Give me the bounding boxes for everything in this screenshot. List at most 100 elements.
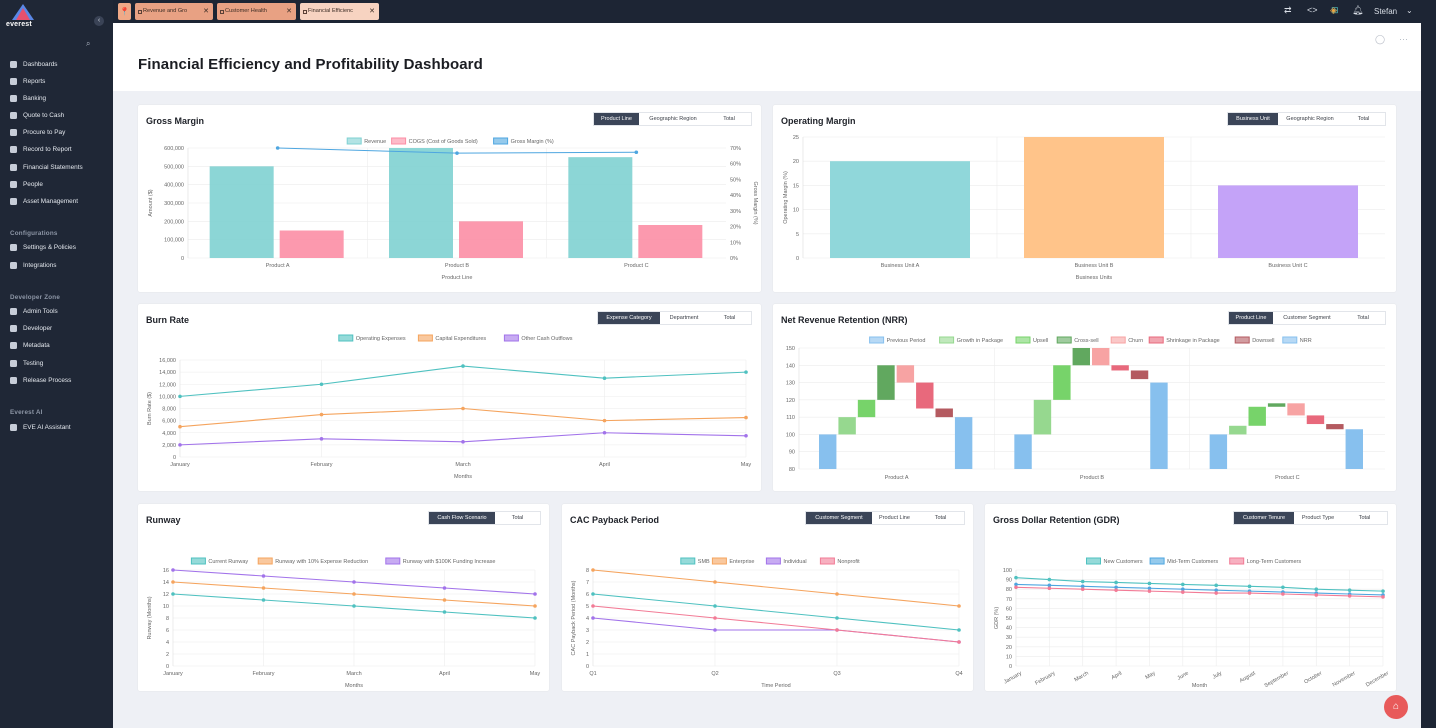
close-icon[interactable]: ✕ xyxy=(369,8,375,15)
search-icon[interactable]: ⌕ xyxy=(86,39,91,48)
sidebar-item-dashboards[interactable]: Dashboards xyxy=(10,58,110,70)
segment-cash-flow-scenario[interactable]: Cash Flow Scenario xyxy=(429,512,495,524)
sidebar-item-metadata[interactable]: Metadata xyxy=(10,339,110,351)
y-tick-label: 16,000 xyxy=(159,358,176,364)
legend-label: Downsell xyxy=(1252,338,1274,344)
y-tick-label: 150 xyxy=(786,346,795,352)
y-tick-label: 70 xyxy=(1006,597,1012,603)
segment-product-line[interactable]: Product Line xyxy=(1229,312,1273,324)
data-point xyxy=(1047,586,1052,591)
x-axis-label: Months xyxy=(345,683,363,689)
waterfall-bar xyxy=(1248,406,1266,426)
segment-total[interactable]: Total xyxy=(723,315,736,321)
diamond-icon[interactable]: ◈ xyxy=(1330,5,1337,15)
sidebar-section-title: Everest AI xyxy=(10,409,43,416)
series-line xyxy=(1015,583,1384,596)
more-icon[interactable]: ⋯ xyxy=(1399,34,1408,44)
segment-customer-segment[interactable]: Customer Segment xyxy=(1283,315,1331,321)
segment-department[interactable]: Department xyxy=(669,315,699,321)
sidebar-item-eve-ai-assistant[interactable]: EVE AI Assistant xyxy=(10,421,110,433)
segment-geographic-region[interactable]: Geographic Region xyxy=(649,116,697,122)
waterfall-bar xyxy=(857,399,876,418)
sidebar-item-admin-tools[interactable]: Admin Tools xyxy=(10,305,110,317)
sync-icon[interactable]: ⇄ xyxy=(1284,5,1292,15)
segment-total[interactable]: Total xyxy=(934,515,947,521)
y-tick-label: 110 xyxy=(786,415,795,421)
tab-customer-health[interactable]: Customer Health ✕ xyxy=(217,3,296,20)
sidebar-item-record-to-report[interactable]: Record to Report xyxy=(10,143,110,155)
segment-customer-segment[interactable]: Customer Segment xyxy=(806,512,872,524)
sidebar-item-release-process[interactable]: Release Process xyxy=(10,374,110,386)
segment-total[interactable]: Total xyxy=(1357,315,1369,321)
tab-revenue-growth[interactable]: Revenue and Gro ✕ xyxy=(135,3,213,20)
data-point xyxy=(591,592,595,596)
data-point xyxy=(461,440,465,444)
x-tick-label: August xyxy=(1239,670,1257,684)
close-icon[interactable]: ✕ xyxy=(203,8,209,15)
segment-expense-category[interactable]: Expense Category xyxy=(598,312,660,324)
data-point xyxy=(713,604,717,608)
data-point xyxy=(352,580,356,584)
search-icon[interactable]: ◯ xyxy=(1375,34,1386,44)
segment-product-line[interactable]: Product Line xyxy=(594,113,639,125)
waterfall-bar xyxy=(1130,370,1149,380)
waterfall-bar xyxy=(916,382,934,409)
close-icon[interactable]: ✕ xyxy=(286,8,292,15)
y-axis-label: GDR (%) xyxy=(994,607,1000,629)
segment-business-unit[interactable]: Business Unit xyxy=(1228,113,1278,125)
sidebar-item-integrations[interactable]: Integrations xyxy=(10,259,110,271)
segment-geographic-region[interactable]: Geographic Region xyxy=(1286,116,1334,122)
sidebar-item-people[interactable]: People xyxy=(10,178,110,190)
series-line xyxy=(592,569,960,607)
y-tick-label: 10 xyxy=(163,604,169,610)
code-icon[interactable]: <> xyxy=(1307,5,1318,15)
sidebar-item-banking[interactable]: Banking xyxy=(10,92,110,104)
segment-total[interactable]: Total xyxy=(1358,515,1371,521)
waterfall-bar xyxy=(1014,434,1032,469)
series-line xyxy=(1015,586,1384,598)
sidebar-item-testing[interactable]: Testing xyxy=(10,357,110,369)
user-name[interactable]: Stefan xyxy=(1374,7,1398,16)
chevron-down-icon[interactable]: ⌄ xyxy=(1406,6,1413,15)
series-line xyxy=(1015,577,1384,592)
sidebar-item-developer[interactable]: Developer xyxy=(10,322,110,334)
segment-customer-tenure[interactable]: Customer Tenure xyxy=(1234,512,1294,524)
card-title: Burn Rate xyxy=(146,315,190,325)
legend-label: Mid-Term Customers xyxy=(1167,559,1218,565)
tab-financial-efficiency[interactable]: Financial Efficienc ✕ xyxy=(300,3,379,20)
y-tick-label: 10,000 xyxy=(159,394,176,400)
data-point xyxy=(957,640,961,644)
burn-rate-chart: 0 2,000 4,000 6,000 8,000 10,000 12,000 14,000 1… xyxy=(147,334,751,480)
segment-total[interactable]: Total xyxy=(1357,116,1370,122)
x-tick-label: July xyxy=(1212,670,1224,680)
sidebar-section-title: Configurations xyxy=(10,230,58,237)
segment-product-type[interactable]: Product Type xyxy=(1301,515,1335,521)
segment-product-line[interactable]: Product Line xyxy=(879,515,910,521)
grid-icon[interactable]: ⊞ xyxy=(1331,5,1339,15)
data-point xyxy=(352,604,356,608)
y-tick-label: 140 xyxy=(786,363,795,369)
pin-icon[interactable]: 📍 xyxy=(118,3,131,20)
x-tick-label: May xyxy=(530,671,541,677)
sidebar-item-settings-policies[interactable]: Settings & Policies xyxy=(10,241,110,253)
legend-swatch xyxy=(346,137,362,145)
legend-label: Revenue xyxy=(364,139,386,145)
y-tick-label: 600,000 xyxy=(164,146,184,152)
sidebar-item-quote-to-cash[interactable]: Quote to Cash xyxy=(10,109,110,121)
segment-total[interactable]: Total xyxy=(511,515,524,521)
everest-logo[interactable]: everest xyxy=(6,4,46,30)
y-tick-label: 500,000 xyxy=(164,164,184,170)
sidebar-item-asset-management[interactable]: Asset Management xyxy=(10,195,110,207)
sidebar-item-reports[interactable]: Reports xyxy=(10,75,110,87)
sidebar-item-procure-to-pay[interactable]: Procure to Pay xyxy=(10,126,110,138)
collapse-sidebar-icon[interactable]: ‹ xyxy=(94,16,104,26)
data-point xyxy=(744,370,748,374)
assistant-fab-button[interactable]: ⌂ xyxy=(1384,695,1408,719)
series-line xyxy=(592,605,960,643)
y-tick-label: 8 xyxy=(586,568,589,574)
segment-total[interactable]: Total xyxy=(723,116,735,122)
sidebar-item-label: Financial Statements xyxy=(23,163,83,171)
data-point xyxy=(319,437,324,441)
bell-icon[interactable]: 🔔︎ xyxy=(1352,5,1364,15)
sidebar-item-financial-statements[interactable]: Financial Statements xyxy=(10,161,110,173)
